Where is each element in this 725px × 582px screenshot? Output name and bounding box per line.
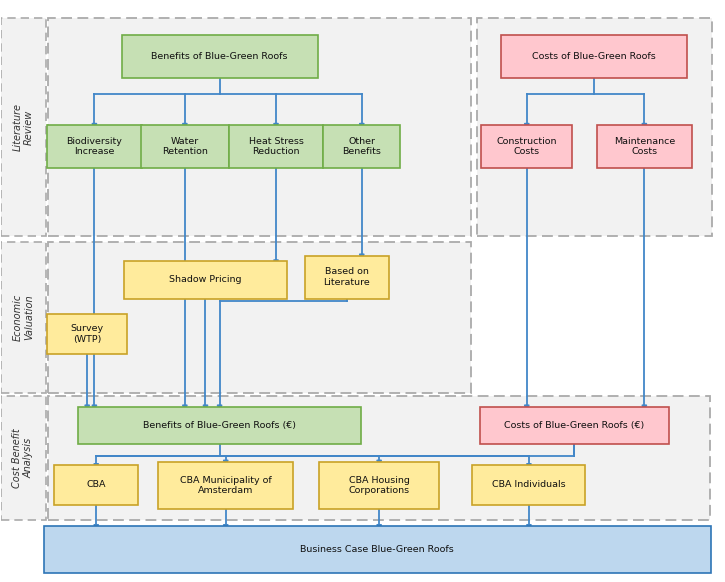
FancyBboxPatch shape: [228, 125, 323, 168]
Text: Construction
Costs: Construction Costs: [497, 137, 557, 156]
FancyBboxPatch shape: [502, 35, 687, 78]
Text: Costs of Blue-Green Roofs (€): Costs of Blue-Green Roofs (€): [504, 421, 645, 430]
Text: CBA Individuals: CBA Individuals: [492, 480, 566, 489]
FancyBboxPatch shape: [481, 125, 572, 168]
FancyBboxPatch shape: [473, 465, 585, 505]
FancyBboxPatch shape: [44, 526, 710, 573]
FancyBboxPatch shape: [1, 18, 46, 236]
Text: Cost Benefit
Analysis: Cost Benefit Analysis: [12, 428, 34, 488]
FancyBboxPatch shape: [319, 462, 439, 509]
Text: Maintenance
Costs: Maintenance Costs: [614, 137, 675, 156]
FancyBboxPatch shape: [304, 255, 389, 299]
Text: Water
Retention: Water Retention: [162, 137, 208, 156]
FancyBboxPatch shape: [597, 125, 692, 168]
FancyBboxPatch shape: [47, 125, 142, 168]
FancyBboxPatch shape: [477, 18, 712, 236]
Text: CBA: CBA: [86, 480, 106, 489]
Text: Other
Benefits: Other Benefits: [342, 137, 381, 156]
FancyBboxPatch shape: [48, 396, 710, 520]
FancyBboxPatch shape: [480, 407, 668, 443]
Text: Based on
Literature: Based on Literature: [323, 267, 370, 287]
Text: Economic
Valuation: Economic Valuation: [12, 293, 34, 340]
FancyBboxPatch shape: [159, 462, 293, 509]
FancyBboxPatch shape: [47, 314, 128, 354]
FancyBboxPatch shape: [124, 261, 287, 299]
Text: Business Case Blue-Green Roofs: Business Case Blue-Green Roofs: [300, 545, 454, 554]
Text: Literature
Review: Literature Review: [12, 103, 34, 151]
Text: Heat Stress
Reduction: Heat Stress Reduction: [249, 137, 304, 156]
FancyBboxPatch shape: [54, 465, 138, 505]
FancyBboxPatch shape: [122, 35, 318, 78]
Text: CBA Municipality of
Amsterdam: CBA Municipality of Amsterdam: [180, 475, 272, 495]
Text: Benefits of Blue-Green Roofs (€): Benefits of Blue-Green Roofs (€): [143, 421, 296, 430]
Text: Biodiversity
Increase: Biodiversity Increase: [67, 137, 123, 156]
Text: Benefits of Blue-Green Roofs: Benefits of Blue-Green Roofs: [152, 52, 288, 61]
FancyBboxPatch shape: [323, 125, 400, 168]
FancyBboxPatch shape: [141, 125, 228, 168]
FancyBboxPatch shape: [48, 18, 471, 236]
FancyBboxPatch shape: [1, 396, 46, 520]
Text: Survey
(WTP): Survey (WTP): [70, 324, 104, 343]
FancyBboxPatch shape: [48, 242, 471, 393]
Text: Costs of Blue-Green Roofs: Costs of Blue-Green Roofs: [532, 52, 656, 61]
FancyBboxPatch shape: [1, 242, 46, 393]
FancyBboxPatch shape: [78, 407, 361, 443]
Text: Shadow Pricing: Shadow Pricing: [169, 275, 241, 285]
Text: CBA Housing
Corporations: CBA Housing Corporations: [349, 475, 410, 495]
